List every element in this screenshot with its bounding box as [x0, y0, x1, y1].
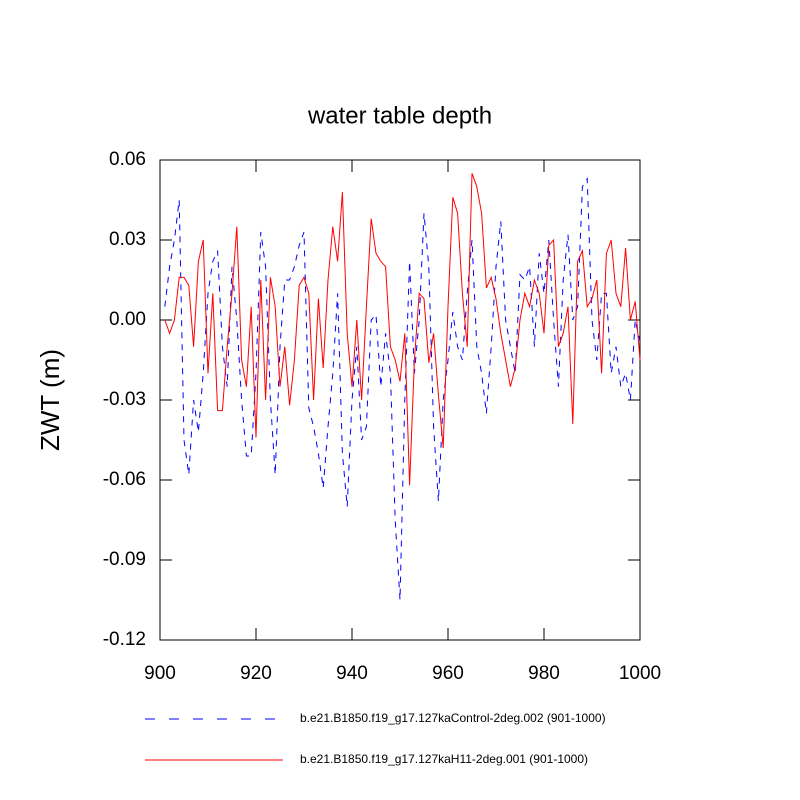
y-tick-label: -0.03	[103, 389, 146, 410]
legend-label: b.e21.B1850.f19_g17.127kaControl-2deg.00…	[300, 711, 606, 725]
y-tick-label: 0.06	[109, 149, 146, 170]
y-tick-label: -0.06	[103, 469, 146, 490]
legend-label: b.e21.B1850.f19_g17.127kaH11-2deg.001 (9…	[300, 752, 588, 766]
y-tick-label: 0.00	[109, 309, 146, 330]
series-line	[164, 173, 641, 486]
chart-title: water table depth	[307, 102, 492, 129]
x-tick-label: 920	[240, 663, 272, 684]
x-tick-label: 940	[336, 663, 368, 684]
x-tick-label: 960	[432, 663, 464, 684]
plot-frame	[159, 159, 641, 641]
y-axis-label: ZWT (m)	[35, 349, 65, 451]
y-tick-label: -0.12	[103, 629, 146, 650]
x-tick-label: 900	[144, 663, 176, 684]
x-tick-label: 1000	[619, 663, 661, 684]
y-tick-label: 0.03	[109, 229, 146, 250]
x-tick-label: 980	[528, 663, 560, 684]
y-tick-label: -0.09	[103, 549, 146, 570]
